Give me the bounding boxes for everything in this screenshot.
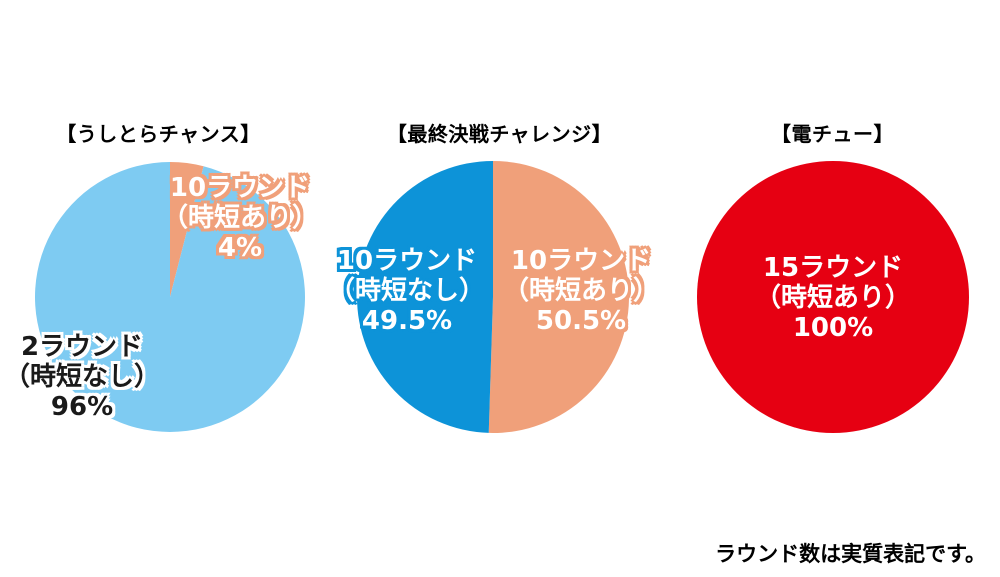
chart-title: 【最終決戦チャレンジ】 — [386, 122, 613, 146]
pie-chart-ushitora: 【うしとらチャンス】 2ラウンド （時短なし） 96% 10ラウンド （時短あり） 4% — [0, 0, 333, 577]
pie-svg-final-battle — [357, 161, 630, 433]
pie-slice — [697, 161, 969, 433]
pie-slice — [357, 161, 493, 433]
slice-label-line: 100% — [792, 313, 874, 343]
slice-label-line: 4% — [217, 233, 263, 263]
slice-label-line: 49.5% — [361, 306, 453, 336]
chart-title: 【電チュー】 — [771, 122, 894, 146]
pie-chart-final-battle: 【最終決戦チャレンジ】 10ラウンド （時短なし） 49.5% 10ラウンド （時短あり… — [329, 0, 666, 577]
slice-label-line: 50.5% — [535, 306, 627, 336]
slice-label-line: （時短あり） — [502, 276, 660, 306]
slice-label: 2ラウンド （時短なし） 96% — [4, 332, 160, 422]
footnote: ラウンド数は実質表記です。 — [715, 542, 986, 566]
slice-label-line: 15ラウンド — [762, 253, 904, 283]
pie-slice — [34, 162, 305, 432]
pie-slice — [488, 161, 630, 433]
slice-label: 10ラウンド （時短なし） 49.5% — [329, 246, 485, 336]
pie-svg-denchu — [697, 161, 969, 433]
slice-label-line: 96% — [50, 392, 114, 422]
slice-label-line: （時短なし） — [3, 362, 161, 392]
pie-slice — [170, 162, 204, 297]
pie-svg-ushitora — [34, 162, 305, 432]
chart-title: 【うしとらチャンス】 — [56, 122, 261, 146]
slice-label: 10ラウンド （時短あり） 50.5% — [503, 246, 659, 336]
slice-label: 10ラウンド （時短あり） 4% — [162, 173, 318, 263]
slice-label-line: （時短あり） — [161, 203, 319, 233]
slice-label-line: 2ラウンド — [20, 332, 144, 362]
slice-label-line: （時短なし） — [328, 276, 486, 306]
slice-label-line: （時短あり） — [754, 283, 912, 313]
pie-chart-denchu: 【電チュー】 15ラウンド （時短あり） 100% — [666, 0, 999, 577]
slice-label-line: 10ラウンド — [336, 246, 478, 276]
slice-label-line: 10ラウンド — [169, 173, 311, 203]
slice-label-line: 10ラウンド — [510, 246, 652, 276]
slice-label: 15ラウンド （時短あり） 100% — [755, 253, 911, 343]
